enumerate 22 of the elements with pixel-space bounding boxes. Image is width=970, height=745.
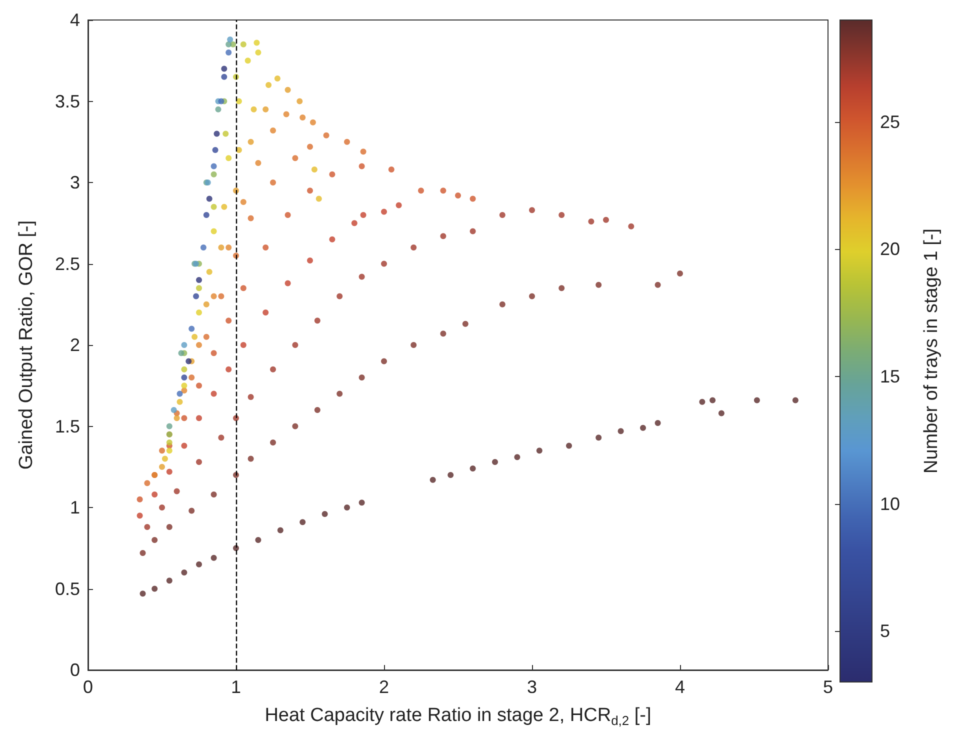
x-tick-label: 5 <box>822 677 834 697</box>
x-tick-label: 1 <box>230 677 242 697</box>
x-tick-label: 2 <box>378 677 390 697</box>
y-tick-label: 2 <box>70 335 80 355</box>
color-bar-label: 20 <box>880 239 900 260</box>
color-bar-title: Number of trays in stage 1 [-] <box>921 228 942 474</box>
y-tick-label: 3.5 <box>54 91 80 112</box>
x-tick-label: 0 <box>82 677 94 697</box>
y-tick-label: 1.5 <box>54 416 80 436</box>
y-tick-label: 4 <box>70 10 80 30</box>
y-tick-label: 0 <box>70 660 80 680</box>
y-tick-label: 1 <box>70 498 80 518</box>
color-bar-label: 25 <box>880 112 900 132</box>
color-bar-label: 15 <box>880 366 900 386</box>
color-bar-label: 5 <box>880 621 890 642</box>
y-tick-label: 3 <box>70 172 80 192</box>
y-tick-label: 2.5 <box>54 254 80 274</box>
y-axis-title: Gained Output Ratio, GOR [-] <box>16 220 37 470</box>
x-tick-label: 3 <box>526 677 538 697</box>
x-tick-label: 4 <box>674 677 686 697</box>
color-bar-label: 10 <box>880 494 900 514</box>
y-tick-label: 0.5 <box>54 578 80 599</box>
